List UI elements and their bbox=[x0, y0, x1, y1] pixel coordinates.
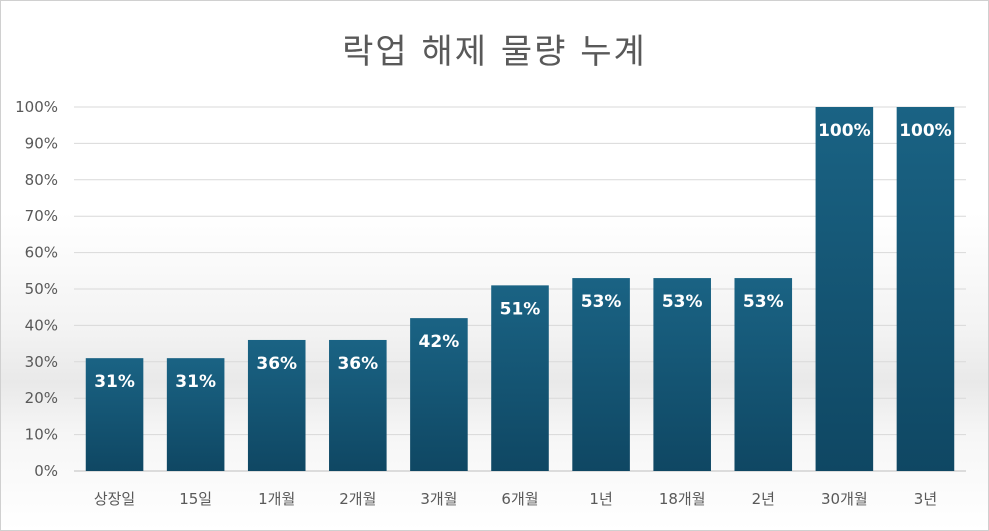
bar bbox=[85, 358, 144, 471]
bar bbox=[166, 358, 225, 471]
data-label: 42% bbox=[419, 332, 460, 352]
bar bbox=[653, 278, 711, 471]
x-tick-label: 상장일 bbox=[94, 490, 135, 508]
data-label: 100% bbox=[818, 121, 871, 141]
x-tick-label: 6개월 bbox=[501, 490, 538, 508]
bar bbox=[247, 339, 306, 471]
data-label: 100% bbox=[899, 121, 952, 141]
bar bbox=[410, 318, 468, 471]
bars bbox=[85, 107, 955, 471]
y-tick-label: 50% bbox=[25, 280, 58, 298]
y-tick-label: 30% bbox=[25, 353, 58, 371]
data-label: 31% bbox=[175, 372, 216, 392]
bar bbox=[896, 107, 955, 471]
x-tick-label: 1개월 bbox=[258, 490, 295, 508]
data-label: 51% bbox=[500, 299, 541, 319]
x-tick-label: 3개월 bbox=[420, 490, 457, 508]
x-tick-label: 1년 bbox=[589, 490, 612, 508]
bar bbox=[491, 285, 549, 471]
y-tick-label: 20% bbox=[25, 389, 58, 407]
bar bbox=[572, 278, 630, 471]
x-tick-label: 2개월 bbox=[339, 490, 376, 508]
bar bbox=[734, 278, 793, 471]
y-tick-label: 40% bbox=[25, 316, 58, 334]
chart-title: 락업 해제 물량 누계 bbox=[342, 32, 647, 72]
data-label: 36% bbox=[256, 354, 297, 374]
data-label: 31% bbox=[94, 372, 135, 392]
data-label: 36% bbox=[337, 354, 378, 374]
x-tick-label: 2년 bbox=[752, 490, 775, 508]
x-tick-label: 30개월 bbox=[821, 490, 868, 508]
y-tick-label: 0% bbox=[34, 462, 58, 480]
labels: 0% 10% 20% 30% 40% 50% 60% 70% 80% 90% 100% 31% 상장일 3… bbox=[15, 98, 952, 508]
data-label: 53% bbox=[581, 292, 622, 312]
x-tick-label: 3년 bbox=[914, 490, 937, 508]
x-tick-label: 18개월 bbox=[659, 490, 706, 508]
y-tick-label: 70% bbox=[25, 207, 58, 225]
y-tick-label: 10% bbox=[25, 426, 58, 444]
bar bbox=[815, 107, 874, 471]
bar bbox=[329, 339, 387, 471]
x-tick-label: 15일 bbox=[179, 490, 212, 508]
y-tick-label: 100% bbox=[15, 98, 58, 116]
data-label: 53% bbox=[662, 292, 703, 312]
y-tick-label: 80% bbox=[25, 171, 58, 189]
data-label: 53% bbox=[743, 292, 784, 312]
y-tick-label: 60% bbox=[25, 244, 58, 262]
y-tick-label: 90% bbox=[25, 134, 58, 152]
